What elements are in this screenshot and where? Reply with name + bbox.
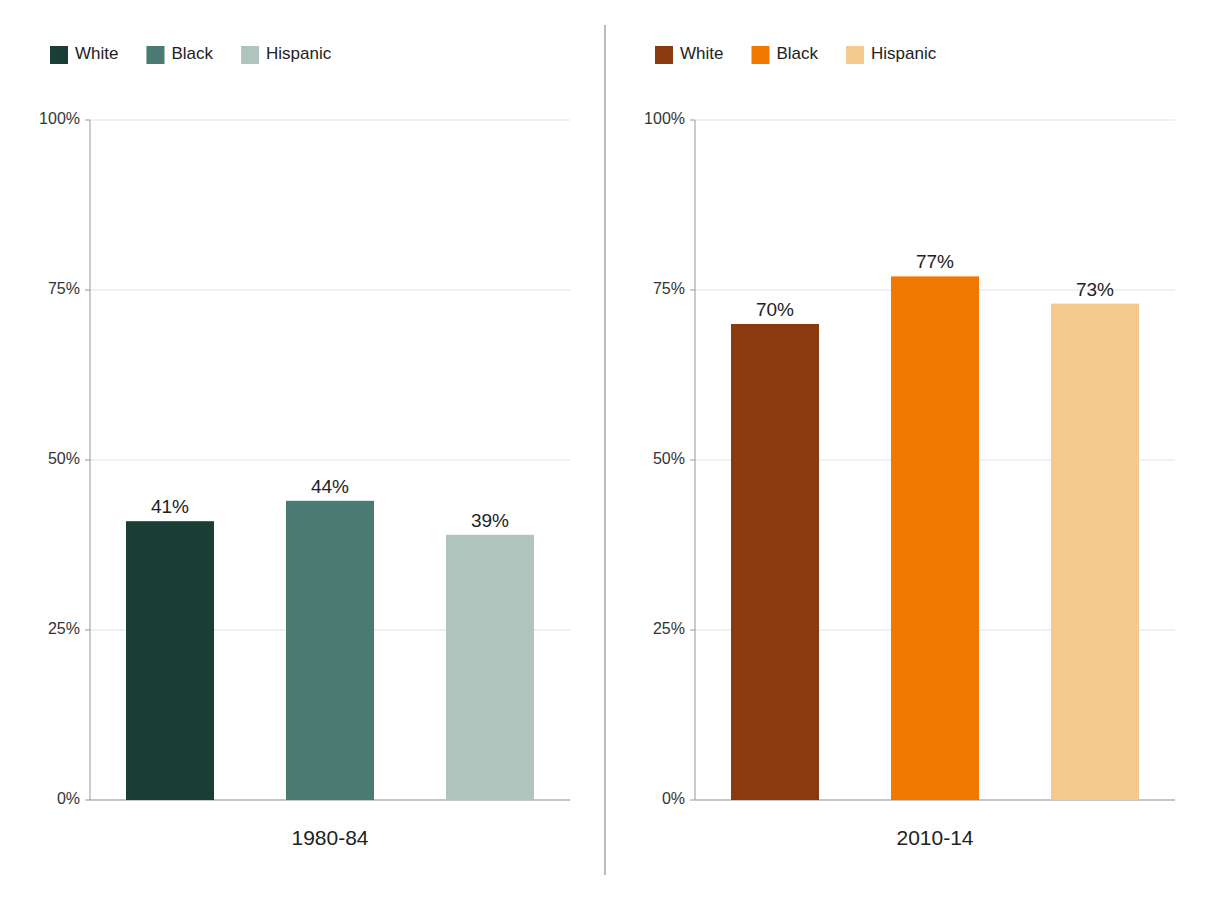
y-tick — [85, 800, 90, 801]
data-label: 39% — [471, 510, 509, 531]
y-tick — [85, 630, 90, 631]
y-tick-label: 75% — [653, 280, 685, 297]
legend-swatch — [655, 46, 673, 64]
data-label: 41% — [151, 496, 189, 517]
legend: White Black Hispanic — [50, 44, 332, 64]
y-tick-label: 25% — [48, 620, 80, 637]
bar — [891, 276, 979, 800]
y-tick — [690, 800, 695, 801]
panel-divider — [604, 25, 606, 875]
y-tick — [85, 460, 90, 461]
grid-line — [90, 290, 570, 291]
y-axis-line — [90, 120, 91, 800]
legend-label: Hispanic — [266, 44, 332, 63]
legend-swatch — [50, 46, 68, 64]
legend-swatch — [241, 46, 259, 64]
y-tick-label: 0% — [662, 790, 685, 807]
y-tick — [690, 120, 695, 121]
y-tick-label: 25% — [653, 620, 685, 637]
data-label: 44% — [311, 476, 349, 497]
legend-label: Hispanic — [871, 44, 937, 63]
y-tick — [85, 120, 90, 121]
data-label: 77% — [916, 251, 954, 272]
legend-label: Black — [171, 44, 213, 63]
bar — [286, 501, 374, 800]
y-axis-line — [695, 120, 696, 800]
grid-line — [90, 460, 570, 461]
legend-label: White — [75, 44, 118, 63]
y-tick-label: 100% — [644, 110, 685, 127]
grid-line — [90, 120, 570, 121]
chart-svg: 0% 25% 50% 75% 100% 41% 44% 39% 1980-84 White Blac… — [0, 0, 1210, 900]
legend-swatch — [751, 46, 769, 64]
bar — [126, 521, 214, 800]
legend-label: White — [680, 44, 723, 63]
x-axis-label: 2010-14 — [896, 826, 973, 849]
chart-root: 0% 25% 50% 75% 100% 41% 44% 39% 1980-84 White Blac… — [0, 0, 1210, 900]
y-tick — [690, 290, 695, 291]
y-tick — [690, 460, 695, 461]
legend-swatch — [846, 46, 864, 64]
y-tick-label: 50% — [48, 450, 80, 467]
bar — [1051, 304, 1139, 800]
y-tick-label: 50% — [653, 450, 685, 467]
y-tick-label: 75% — [48, 280, 80, 297]
panel: 0% 25% 50% 75% 100% 41% 44% 39% 1980-84 White Blac… — [39, 44, 570, 849]
data-label: 73% — [1076, 279, 1114, 300]
grid-line — [695, 120, 1175, 121]
legend-swatch — [146, 46, 164, 64]
bar — [446, 535, 534, 800]
bar — [731, 324, 819, 800]
y-tick — [690, 630, 695, 631]
y-tick-label: 100% — [39, 110, 80, 127]
bars — [126, 501, 534, 800]
data-label: 70% — [756, 299, 794, 320]
y-tick-label: 0% — [57, 790, 80, 807]
bars — [731, 276, 1139, 800]
panel: 0% 25% 50% 75% 100% 70% 77% 73% 2010-14 White Blac… — [644, 44, 1175, 849]
x-axis-label: 1980-84 — [291, 826, 368, 849]
y-tick — [85, 290, 90, 291]
legend: White Black Hispanic — [655, 44, 937, 64]
legend-label: Black — [776, 44, 818, 63]
